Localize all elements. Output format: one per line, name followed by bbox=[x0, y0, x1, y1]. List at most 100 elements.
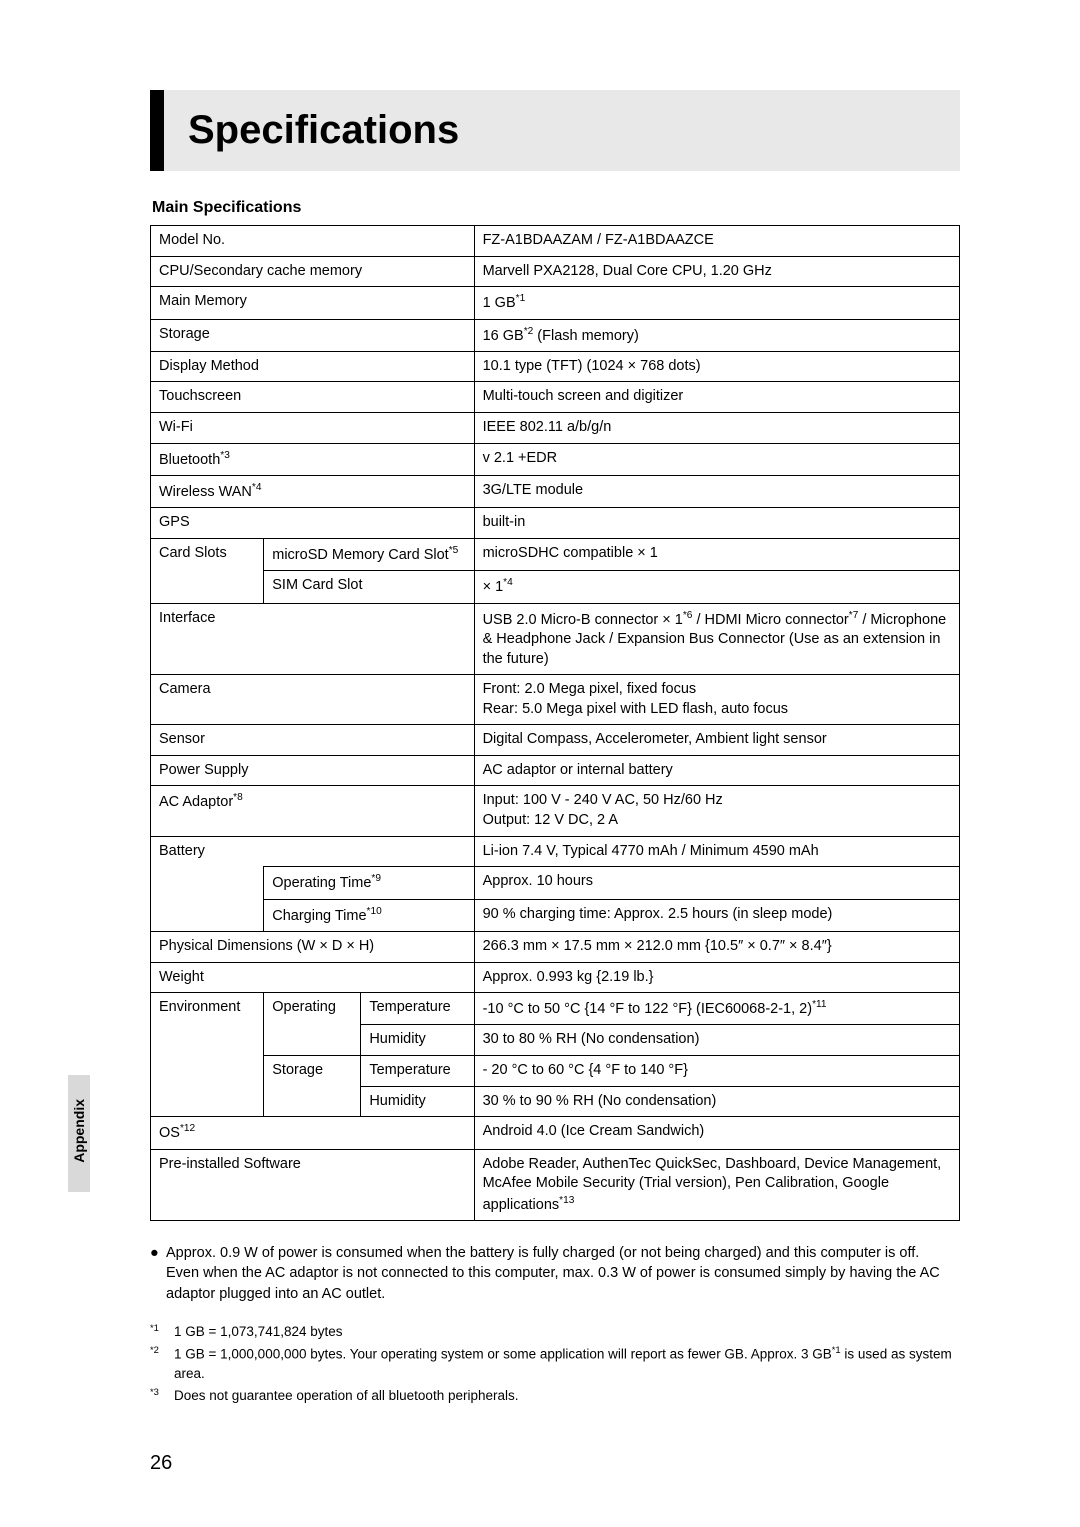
value-cell: 30 % to 90 % RH (No condensation) bbox=[474, 1086, 959, 1117]
label-cell: Sensor bbox=[151, 725, 475, 756]
footnote-marker: *1 bbox=[150, 1322, 174, 1342]
footnote-text: 1 GB = 1,073,741,824 bytes bbox=[174, 1322, 960, 1342]
label-cell: Display Method bbox=[151, 351, 475, 382]
label-cell: GPS bbox=[151, 508, 475, 539]
note-text: Approx. 0.9 W of power is consumed when … bbox=[166, 1245, 919, 1261]
label-cell bbox=[151, 571, 264, 603]
table-row: Sensor Digital Compass, Accelerometer, A… bbox=[151, 725, 960, 756]
label-cell: microSD Memory Card Slot*5 bbox=[264, 538, 474, 570]
label-cell: OS*12 bbox=[151, 1117, 475, 1149]
label-cell bbox=[151, 1025, 264, 1056]
label-cell: Temperature bbox=[361, 993, 474, 1025]
value-cell: FZ-A1BDAAZAM / FZ-A1BDAAZCE bbox=[474, 226, 959, 257]
value-cell: Multi-touch screen and digitizer bbox=[474, 382, 959, 413]
value-cell: Adobe Reader, AuthenTec QuickSec, Dashbo… bbox=[474, 1149, 959, 1221]
label-cell: Bluetooth*3 bbox=[151, 443, 475, 475]
label-cell: Charging Time*10 bbox=[264, 899, 474, 931]
label-cell: Wireless WAN*4 bbox=[151, 475, 475, 507]
table-row: Touchscreen Multi-touch screen and digit… bbox=[151, 382, 960, 413]
value-cell: Input: 100 V - 240 V AC, 50 Hz/60 Hz Out… bbox=[474, 786, 959, 836]
label-cell: Model No. bbox=[151, 226, 475, 257]
label-cell bbox=[264, 1025, 361, 1056]
label-cell bbox=[151, 867, 264, 899]
value-cell: 10.1 type (TFT) (1024 × 768 dots) bbox=[474, 351, 959, 382]
value-cell: Marvell PXA2128, Dual Core CPU, 1.20 GHz bbox=[474, 256, 959, 287]
label-cell: Main Memory bbox=[151, 287, 475, 319]
table-row: AC Adaptor*8 Input: 100 V - 240 V AC, 50… bbox=[151, 786, 960, 836]
value-cell: microSDHC compatible × 1 bbox=[474, 538, 959, 570]
table-row: Storage Temperature - 20 °C to 60 °C {4 … bbox=[151, 1056, 960, 1087]
value-cell: Digital Compass, Accelerometer, Ambient … bbox=[474, 725, 959, 756]
table-row: SIM Card Slot × 1*4 bbox=[151, 571, 960, 603]
value-cell: Front: 2.0 Mega pixel, fixed focus Rear:… bbox=[474, 675, 959, 725]
notes-block: ● Approx. 0.9 W of power is consumed whe… bbox=[150, 1243, 960, 1304]
label-cell: Card Slots bbox=[151, 538, 264, 570]
label-cell bbox=[151, 899, 264, 931]
page-title: Specifications bbox=[188, 108, 940, 153]
table-caption: Main Specifications bbox=[152, 199, 960, 217]
label-cell: Interface bbox=[151, 603, 475, 675]
label-cell bbox=[151, 1086, 264, 1117]
table-row: GPS built-in bbox=[151, 508, 960, 539]
footnote-text: 1 GB = 1,000,000,000 bytes. Your operati… bbox=[174, 1344, 960, 1384]
label-cell: Humidity bbox=[361, 1086, 474, 1117]
label-cell: Camera bbox=[151, 675, 475, 725]
label-cell: Operating Time*9 bbox=[264, 867, 474, 899]
table-row: Environment Operating Temperature -10 °C… bbox=[151, 993, 960, 1025]
value-cell: IEEE 802.11 a/b/g/n bbox=[474, 413, 959, 444]
page-number: 26 bbox=[150, 1452, 172, 1475]
spec-table: Model No. FZ-A1BDAAZAM / FZ-A1BDAAZCE CP… bbox=[150, 225, 960, 1221]
value-cell: - 20 °C to 60 °C {4 °F to 140 °F} bbox=[474, 1056, 959, 1087]
label-cell: Storage bbox=[151, 319, 475, 351]
value-cell: 16 GB*2 (Flash memory) bbox=[474, 319, 959, 351]
value-cell: Android 4.0 (Ice Cream Sandwich) bbox=[474, 1117, 959, 1149]
table-row: Charging Time*10 90 % charging time: App… bbox=[151, 899, 960, 931]
footnotes-block: *11 GB = 1,073,741,824 bytes *21 GB = 1,… bbox=[150, 1322, 960, 1406]
value-cell: v 2.1 +EDR bbox=[474, 443, 959, 475]
value-cell: built-in bbox=[474, 508, 959, 539]
table-row: Card Slots microSD Memory Card Slot*5 mi… bbox=[151, 538, 960, 570]
label-cell: Environment bbox=[151, 993, 264, 1025]
bullet-icon: ● bbox=[150, 1243, 166, 1304]
label-cell bbox=[264, 1086, 361, 1117]
footnote-text: Does not guarantee operation of all blue… bbox=[174, 1386, 960, 1406]
label-cell: Touchscreen bbox=[151, 382, 475, 413]
label-cell: Weight bbox=[151, 962, 475, 993]
table-row: Interface USB 2.0 Micro-B connector × 1*… bbox=[151, 603, 960, 675]
label-cell: Storage bbox=[264, 1056, 361, 1087]
label-cell: Power Supply bbox=[151, 755, 475, 786]
table-row: Bluetooth*3 v 2.1 +EDR bbox=[151, 443, 960, 475]
value-cell: 266.3 mm × 17.5 mm × 212.0 mm {10.5″ × 0… bbox=[474, 931, 959, 962]
value-cell: 30 to 80 % RH (No condensation) bbox=[474, 1025, 959, 1056]
table-row: Power Supply AC adaptor or internal batt… bbox=[151, 755, 960, 786]
label-cell: Wi-Fi bbox=[151, 413, 475, 444]
table-row: Wi-Fi IEEE 802.11 a/b/g/n bbox=[151, 413, 960, 444]
page-title-block: Specifications bbox=[150, 90, 960, 171]
label-cell: AC Adaptor*8 bbox=[151, 786, 475, 836]
label-cell: Battery bbox=[151, 836, 475, 867]
value-cell: × 1*4 bbox=[474, 571, 959, 603]
label-cell: Pre-installed Software bbox=[151, 1149, 475, 1221]
value-cell: Approx. 10 hours bbox=[474, 867, 959, 899]
table-row: Main Memory 1 GB*1 bbox=[151, 287, 960, 319]
section-tab-label: Appendix bbox=[71, 1099, 87, 1163]
label-cell: Physical Dimensions (W × D × H) bbox=[151, 931, 475, 962]
table-row: Battery Li-ion 7.4 V, Typical 4770 mAh /… bbox=[151, 836, 960, 867]
value-cell: 3G/LTE module bbox=[474, 475, 959, 507]
label-cell: Operating bbox=[264, 993, 361, 1025]
table-row: Wireless WAN*4 3G/LTE module bbox=[151, 475, 960, 507]
value-cell: 1 GB*1 bbox=[474, 287, 959, 319]
label-cell: Humidity bbox=[361, 1025, 474, 1056]
value-cell: USB 2.0 Micro-B connector × 1*6 / HDMI M… bbox=[474, 603, 959, 675]
table-row: CPU/Secondary cache memory Marvell PXA21… bbox=[151, 256, 960, 287]
footnote-marker: *2 bbox=[150, 1344, 174, 1384]
table-row: Physical Dimensions (W × D × H) 266.3 mm… bbox=[151, 931, 960, 962]
label-cell: SIM Card Slot bbox=[264, 571, 474, 603]
value-cell: Li-ion 7.4 V, Typical 4770 mAh / Minimum… bbox=[474, 836, 959, 867]
table-row: Humidity 30 to 80 % RH (No condensation) bbox=[151, 1025, 960, 1056]
footnote-marker: *3 bbox=[150, 1386, 174, 1406]
value-cell: -10 °C to 50 °C {14 °F to 122 °F} (IEC60… bbox=[474, 993, 959, 1025]
table-row: Humidity 30 % to 90 % RH (No condensatio… bbox=[151, 1086, 960, 1117]
table-row: Model No. FZ-A1BDAAZAM / FZ-A1BDAAZCE bbox=[151, 226, 960, 257]
table-row: Camera Front: 2.0 Mega pixel, fixed focu… bbox=[151, 675, 960, 725]
